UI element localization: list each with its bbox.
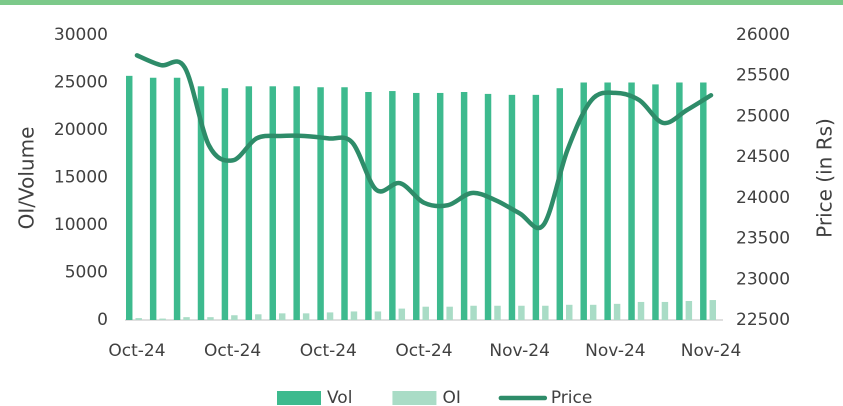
bar xyxy=(389,91,396,320)
x-tick-label: Nov-24 xyxy=(681,341,742,361)
bar xyxy=(374,311,382,320)
bar xyxy=(613,303,621,320)
bar xyxy=(149,77,157,320)
bar xyxy=(255,314,262,320)
bar xyxy=(470,305,477,320)
y-tick-label: 5000 xyxy=(65,263,108,283)
bar xyxy=(269,86,276,320)
x-tick-label: Oct-24 xyxy=(300,341,357,361)
legend-label: OI xyxy=(442,388,460,406)
x-tick-label: Nov-24 xyxy=(489,341,550,361)
bar xyxy=(221,88,229,320)
y2-tick-label: 22500 xyxy=(736,310,790,330)
bar xyxy=(628,82,635,320)
bar xyxy=(341,87,348,320)
top-stripe xyxy=(0,0,843,5)
x-tick-label: Nov-24 xyxy=(585,341,646,361)
legend-swatch xyxy=(277,391,321,405)
bar xyxy=(637,301,645,320)
bar xyxy=(365,92,372,320)
y-axis-title: OI/Volume xyxy=(15,127,39,230)
bar xyxy=(413,92,420,320)
bar xyxy=(566,304,573,320)
bar xyxy=(159,318,166,320)
bar xyxy=(302,313,310,320)
bar xyxy=(494,305,501,320)
x-tick-label: Oct-24 xyxy=(108,341,165,361)
bar xyxy=(518,305,525,320)
bar xyxy=(197,86,205,320)
bar xyxy=(293,86,300,320)
bar xyxy=(398,308,406,320)
y2-tick-label: 25000 xyxy=(736,106,790,126)
y-tick-label: 15000 xyxy=(54,168,108,188)
y2-tick-label: 23000 xyxy=(736,269,790,289)
price-line xyxy=(134,53,714,231)
bar xyxy=(231,315,238,320)
y2-tick-label: 26000 xyxy=(736,25,790,45)
bar xyxy=(207,317,214,320)
bar xyxy=(532,94,540,320)
y-tick-label: 10000 xyxy=(54,215,108,235)
bar xyxy=(326,312,334,320)
bar xyxy=(135,318,142,320)
bar xyxy=(484,93,492,321)
bar xyxy=(422,306,429,320)
legend-label: Vol xyxy=(327,388,352,406)
x-tick-label: Oct-24 xyxy=(204,341,261,361)
bar xyxy=(542,305,549,320)
bar xyxy=(676,82,683,320)
bar xyxy=(183,317,190,320)
bar xyxy=(709,300,716,320)
bar xyxy=(317,87,324,320)
bar xyxy=(652,84,659,321)
y-tick-label: 25000 xyxy=(54,73,108,93)
y2-tick-label: 25500 xyxy=(736,66,790,86)
bar xyxy=(589,304,597,320)
bar xyxy=(173,77,181,320)
y2-axis-title: Price (in Rs) xyxy=(813,118,837,238)
y-tick-label: 30000 xyxy=(54,25,108,45)
bar xyxy=(278,313,286,320)
bar xyxy=(700,82,707,320)
y2-tick-label: 23500 xyxy=(736,229,790,249)
y2-tick-label: 24500 xyxy=(736,147,790,167)
bar xyxy=(661,301,669,320)
bar xyxy=(685,301,693,320)
bar xyxy=(460,92,468,320)
bar xyxy=(604,82,611,320)
x-tick-label: Oct-24 xyxy=(395,341,452,361)
y-tick-label: 0 xyxy=(97,310,108,330)
bar xyxy=(580,82,587,320)
legend-swatch xyxy=(392,391,437,405)
bar xyxy=(446,306,453,320)
bar xyxy=(556,88,564,320)
bar xyxy=(350,311,358,320)
y-tick-label: 20000 xyxy=(54,120,108,140)
bar xyxy=(126,75,133,320)
bar xyxy=(245,86,253,320)
y2-tick-label: 24000 xyxy=(736,188,790,208)
legend-label: Price xyxy=(551,388,592,406)
